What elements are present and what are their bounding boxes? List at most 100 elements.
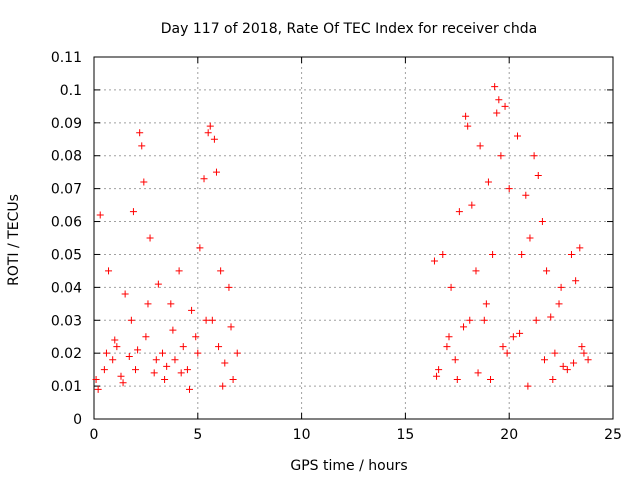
y-tick-label: 0.06	[51, 215, 82, 231]
x-tick-labels: 0 5 10 15 20 25	[90, 427, 622, 443]
data-point	[433, 372, 441, 380]
data-point	[543, 267, 551, 275]
data-point	[121, 290, 129, 298]
data-point	[443, 343, 451, 351]
data-points	[92, 83, 592, 393]
data-point	[540, 356, 548, 364]
data-point	[96, 211, 104, 219]
data-point	[576, 244, 584, 252]
data-point	[480, 316, 488, 324]
y-tick-label: 0.09	[51, 116, 82, 132]
data-point	[435, 366, 443, 374]
data-point	[472, 267, 480, 275]
data-point	[177, 369, 185, 377]
data-point	[183, 366, 191, 374]
data-point	[501, 102, 509, 110]
data-point	[136, 129, 144, 137]
data-point	[460, 323, 468, 331]
data-point	[430, 257, 438, 265]
data-point	[499, 343, 507, 351]
data-point	[491, 83, 499, 91]
data-point	[474, 369, 482, 377]
data-point	[462, 112, 470, 120]
data-point	[229, 376, 237, 384]
data-point	[105, 267, 113, 275]
data-point	[100, 366, 108, 374]
chart-title: Day 117 of 2018, Rate Of TEC Index for r…	[161, 21, 537, 37]
y-tick-label: 0.11	[51, 50, 82, 66]
data-point	[516, 329, 524, 337]
plot-frame	[93, 56, 614, 420]
data-point	[557, 283, 565, 291]
data-point	[514, 132, 522, 140]
data-point	[92, 376, 100, 384]
data-point	[127, 316, 135, 324]
data-point	[493, 109, 501, 117]
data-point	[113, 343, 121, 351]
data-point	[210, 135, 218, 143]
data-point	[117, 372, 125, 380]
data-point	[215, 343, 223, 351]
data-point	[152, 356, 160, 364]
data-point	[518, 250, 526, 258]
data-point	[489, 250, 497, 258]
data-point	[468, 201, 476, 209]
data-point	[132, 366, 140, 374]
data-point	[119, 379, 127, 387]
y-tick-label: 0	[73, 412, 82, 428]
data-point	[497, 152, 505, 160]
y-tick-label: 0.08	[51, 149, 82, 165]
data-point	[484, 178, 492, 186]
data-point	[144, 300, 152, 308]
data-point	[584, 356, 592, 364]
data-point	[227, 323, 235, 331]
y-tick-label: 0.05	[51, 247, 82, 263]
y-tick-label: 0.1	[60, 83, 82, 99]
data-point	[192, 333, 200, 341]
data-point	[524, 382, 532, 390]
data-point	[447, 283, 455, 291]
data-point	[453, 376, 461, 384]
data-point	[233, 349, 241, 357]
data-point	[559, 362, 567, 370]
data-point	[109, 356, 117, 364]
data-point	[206, 122, 214, 130]
y-tick-label: 0.07	[51, 182, 82, 198]
data-point	[208, 316, 216, 324]
data-point	[154, 280, 162, 288]
data-point	[567, 250, 575, 258]
data-point	[572, 277, 580, 285]
data-point	[547, 313, 555, 321]
data-point	[111, 336, 119, 344]
data-point	[188, 306, 196, 314]
data-point	[94, 385, 102, 393]
data-point	[134, 346, 142, 354]
data-point	[570, 359, 578, 367]
y-axis-label: ROTI / TECUs	[6, 194, 22, 286]
data-point	[549, 376, 557, 384]
y-tick-label: 0.03	[51, 313, 82, 329]
data-point	[129, 208, 137, 216]
data-point	[451, 356, 459, 364]
data-point	[538, 218, 546, 226]
data-point	[466, 316, 474, 324]
x-tick-label: 15	[396, 427, 414, 443]
data-point	[212, 168, 220, 176]
data-point	[532, 316, 540, 324]
data-point	[202, 316, 210, 324]
data-point	[503, 349, 511, 357]
x-tick-label: 20	[500, 427, 518, 443]
data-point	[200, 175, 208, 183]
data-point	[522, 191, 530, 199]
data-point	[161, 376, 169, 384]
data-point	[495, 96, 503, 104]
data-point	[509, 333, 517, 341]
data-point	[482, 300, 490, 308]
data-point	[159, 349, 167, 357]
x-tick-label: 5	[193, 427, 202, 443]
data-point	[138, 142, 146, 150]
data-point	[555, 300, 563, 308]
data-point	[204, 129, 212, 137]
data-point	[194, 349, 202, 357]
